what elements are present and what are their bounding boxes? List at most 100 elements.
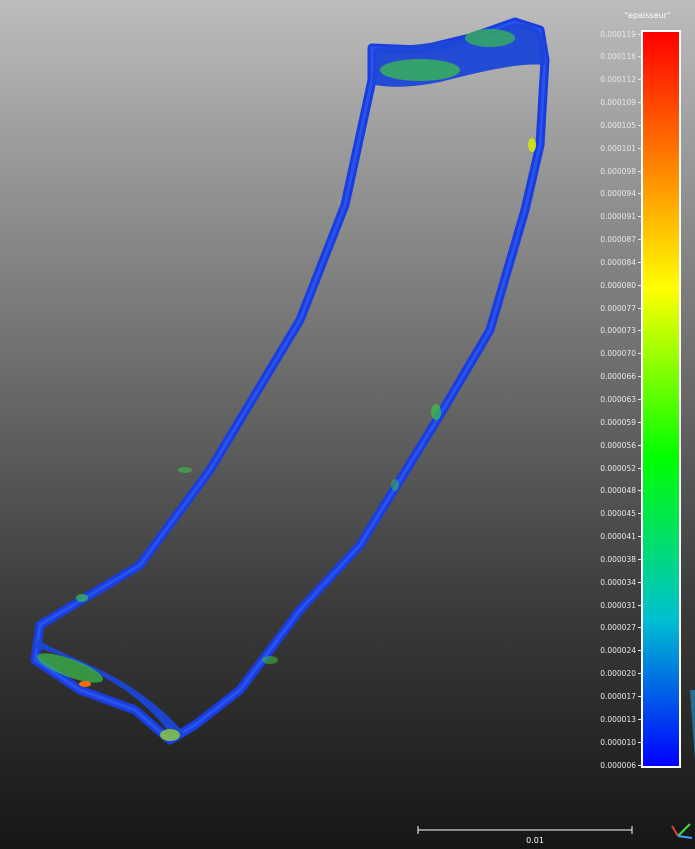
scalar-bar-tick-label: 0.000094 [600, 189, 636, 199]
scalar-bar-tick-label: 0.000017 [600, 691, 636, 701]
ring-outline-inner-shade [33, 20, 547, 742]
scalar-bar-tick-mark [638, 741, 642, 743]
scalar-bar-tick-label: 0.000056 [600, 440, 636, 450]
scalar-bar-tick-mark [638, 673, 642, 675]
scalar-bar-tick-mark [638, 467, 642, 469]
scalar-bar-tick-label: 0.000045 [600, 509, 636, 519]
scalar-bar-tick: 0.000017 [600, 691, 642, 701]
right-green-patch [431, 404, 441, 420]
left-green-patch-2 [178, 467, 192, 473]
point-cloud[interactable] [30, 17, 550, 745]
scalar-bar-tick-mark [638, 102, 642, 104]
scalar-bar-tick: 0.000087 [600, 235, 642, 245]
scalar-bar-tick-mark [638, 56, 642, 58]
ring-outline [30, 17, 550, 745]
scalar-bar-tick: 0.000116 [600, 52, 642, 62]
scalar-bar-tick: 0.000059 [600, 417, 642, 427]
scalar-bar-tick: 0.000066 [600, 372, 642, 382]
scalar-bar-tick: 0.000070 [600, 349, 642, 359]
scalar-bar-tick-label: 0.000119 [600, 29, 636, 39]
scalar-bar-tick-mark [638, 239, 642, 241]
top-band-green-patch-2 [465, 29, 515, 47]
scalar-bar-tick-mark [638, 147, 642, 149]
scalar-bar-tick-label: 0.000027 [600, 623, 636, 633]
scalar-bar-tick-mark [638, 444, 642, 446]
scalar-bar-tick-mark [638, 79, 642, 81]
scalar-bar-tick-mark [638, 399, 642, 400]
scalar-bar-tick-mark [638, 695, 642, 697]
scalar-bar-tick-mark [638, 33, 642, 35]
scalar-bar-tick: 0.000031 [600, 600, 642, 610]
scalar-bar-tick-label: 0.000101 [600, 143, 636, 153]
scalar-bar-tick: 0.000045 [600, 509, 642, 519]
scalar-bar-tick-label: 0.000031 [600, 600, 636, 610]
scalar-bar-tick-label: 0.000013 [600, 714, 636, 724]
scalar-bar-tick: 0.000041 [600, 532, 642, 542]
scalar-bar-tick: 0.000063 [600, 395, 642, 405]
scalar-bar-tick-mark [638, 536, 642, 538]
scalar-bar-tick: 0.000098 [600, 166, 642, 176]
scalar-bar-tick: 0.000109 [600, 98, 642, 108]
scalar-bar-tick-label: 0.000034 [600, 577, 636, 587]
scalar-bar-tick-label: 0.000073 [600, 326, 636, 336]
scalar-bar-gradient [643, 32, 679, 766]
scalar-bar-tick-label: 0.000066 [600, 372, 636, 382]
scalar-bar-tick: 0.000013 [600, 714, 642, 724]
scalar-bar-tick-label: 0.000048 [600, 486, 636, 496]
scalar-bar-tick-label: 0.000041 [600, 532, 636, 542]
scalar-bar-tick: 0.000006 [600, 760, 642, 770]
scalar-bar-tick: 0.000024 [600, 646, 642, 656]
scalar-bar-tick-mark [638, 627, 642, 629]
scalar-bar-tick-mark [638, 376, 642, 378]
scalar-bar-tick-label: 0.000116 [600, 52, 636, 62]
scalar-bar-tick: 0.000077 [600, 303, 642, 313]
right-green-patch-2 [391, 479, 399, 491]
scalar-bar-tick-mark [638, 558, 642, 560]
scalar-bar-tick-label: 0.000038 [600, 554, 636, 564]
scalar-bar-tick: 0.000034 [600, 577, 642, 587]
right-yellow-spot [528, 138, 536, 152]
scalar-bar-tick: 0.000052 [600, 463, 642, 473]
scalar-bar-tick: 0.000080 [600, 280, 642, 290]
scalar-bar-tick-mark [638, 124, 642, 126]
scalar-bar-tick-mark [638, 490, 642, 492]
scalar-bar-tick-mark [638, 604, 642, 606]
scalar-bar [641, 30, 681, 768]
left-green-patch [76, 594, 88, 602]
scalar-bar-tick-label: 0.000084 [600, 257, 636, 267]
scalar-bar-tick: 0.000020 [600, 669, 642, 679]
axis-triad-icon [671, 823, 693, 839]
scalar-bar-tick: 0.000027 [600, 623, 642, 633]
scalar-bar-tick: 0.000048 [600, 486, 642, 496]
scalar-bar-tick: 0.000010 [600, 737, 642, 747]
scalar-bar-tick-label: 0.000077 [600, 303, 636, 313]
scalar-bar-tick-mark [638, 170, 642, 172]
scalar-bar-tick-label: 0.000052 [600, 463, 636, 473]
scalar-bar-tick-label: 0.000059 [600, 417, 636, 427]
scalar-bar-tick-mark [638, 307, 642, 309]
scalar-bar-tick-label: 0.000006 [600, 760, 636, 770]
scalar-bar-tick-label: 0.000010 [600, 737, 636, 747]
scalar-bar-tick: 0.000119 [600, 29, 642, 39]
scalar-bar-tick: 0.000084 [600, 257, 642, 267]
scalar-bar-tick-label: 0.000091 [600, 212, 636, 222]
scalar-bar-tick: 0.000091 [600, 212, 642, 222]
scalar-bar-tick-mark [638, 261, 642, 263]
scalar-bar-tick-mark [638, 764, 642, 766]
scalar-bar-tick: 0.000112 [600, 75, 642, 85]
scalar-bar-tick-mark [638, 330, 642, 332]
scalar-bar-tick: 0.000105 [600, 120, 642, 130]
scalar-bar-tick-label: 0.000105 [600, 120, 636, 130]
scalar-bar-ticks: 0.000119 0.000116 0.000112 0.000109 0.000105… [560, 0, 642, 849]
scalar-bar-tick: 0.000073 [600, 326, 642, 336]
scalar-bar-tick-mark [638, 193, 642, 195]
scalar-bar-tick-label: 0.000112 [600, 75, 636, 85]
scalar-bar-tick-mark [638, 581, 642, 583]
scalar-bar-tick-mark [638, 421, 642, 423]
scale-bar [417, 826, 633, 834]
scalar-bar-tick: 0.000094 [600, 189, 642, 199]
scalar-bar-tick-mark [638, 650, 642, 652]
scalar-bar-tick-label: 0.000070 [600, 349, 636, 359]
scalar-bar-tick-label: 0.000087 [600, 235, 636, 245]
